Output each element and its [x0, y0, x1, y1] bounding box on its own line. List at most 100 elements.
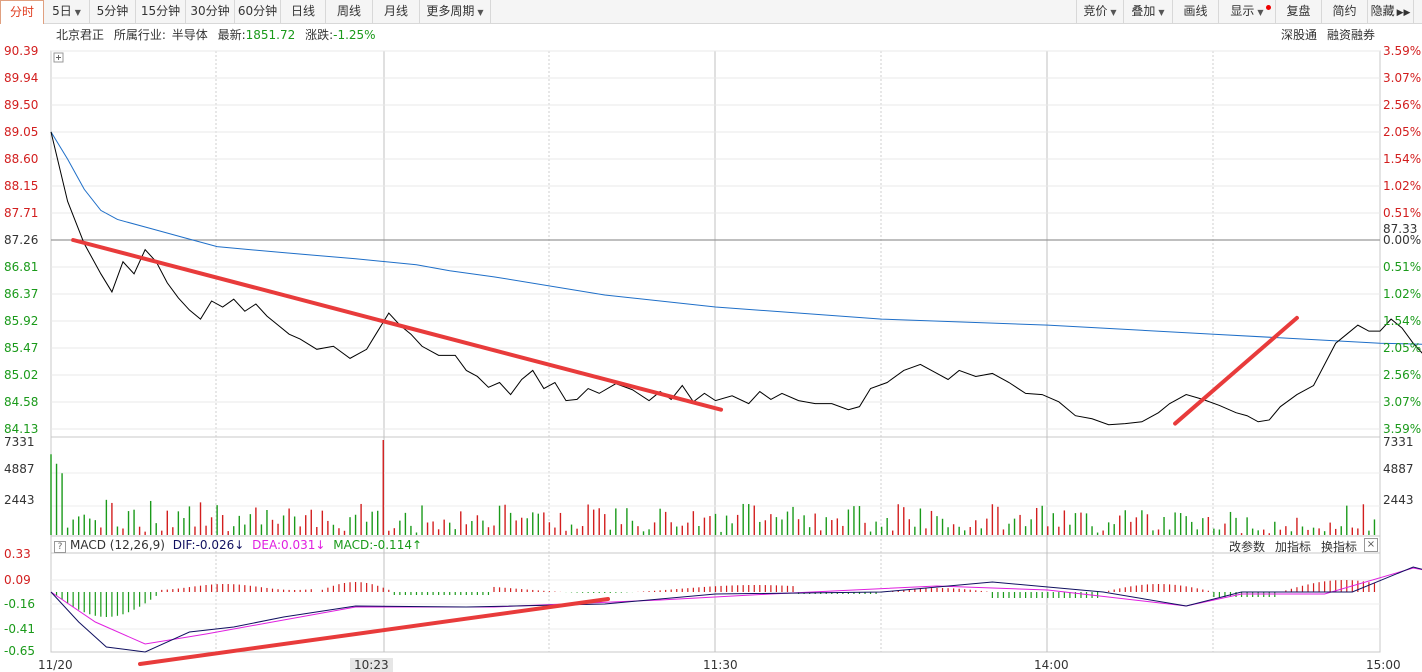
price-label-left: 87.26: [4, 233, 39, 247]
macd-value: MACD:-0.114: [333, 538, 412, 552]
pct-label-right: 1.54%: [1383, 314, 1422, 328]
chevron-down-icon: ▼: [74, 8, 81, 17]
help-icon[interactable]: ?: [54, 541, 66, 553]
simple-button[interactable]: 简约: [1322, 0, 1368, 23]
price-label-left: 89.05: [4, 125, 39, 139]
arrow-up-icon: ↑: [411, 538, 423, 552]
latest-label: 最新:: [217, 28, 246, 42]
tab-monthly[interactable]: 月线: [373, 0, 420, 23]
price-label-left: 85.02: [4, 368, 39, 382]
latest-value: 1851.72: [245, 28, 296, 42]
pct-label-right: 0.00%: [1383, 233, 1422, 247]
time-label-1130: 11:30: [703, 658, 738, 672]
dea-line: [50, 567, 1422, 645]
macd-axis-label: -0.41: [4, 622, 36, 636]
pct-label-right: 1.02%: [1383, 179, 1422, 193]
price-line: [50, 131, 1422, 426]
tab-5day-label: 5日: [52, 4, 72, 18]
toolbar: 分时 5日 ▼ 5分钟 15分钟 30分钟 60分钟 日线 周线 月线 更多周期 ▼…: [0, 0, 1422, 24]
pct-label-right: 1.54%: [1383, 152, 1422, 166]
trend-line: [138, 597, 610, 666]
tab-5min[interactable]: 5分钟: [90, 0, 136, 23]
dif-line: [50, 566, 1422, 653]
double-arrow-right-icon: ▶▶: [1396, 8, 1411, 18]
industry-value: 半导体: [171, 28, 208, 42]
industry-label: 所属行业:: [113, 28, 166, 42]
tab-60min[interactable]: 60分钟: [235, 0, 281, 23]
macd-axis-label: 0.33: [4, 547, 31, 561]
overlay-button[interactable]: 叠加 ▼: [1124, 0, 1173, 23]
close-icon[interactable]: ×: [1364, 538, 1378, 552]
edit-params-link[interactable]: 改参数: [1229, 540, 1266, 554]
chevron-down-icon: ▼: [1257, 8, 1264, 17]
chevron-down-icon: ▼: [1110, 8, 1117, 17]
price-label-left: 86.37: [4, 287, 39, 301]
tab-weekly[interactable]: 周线: [326, 0, 373, 23]
tab-more-periods[interactable]: 更多周期 ▼: [420, 0, 491, 23]
volume-label-left: 4887: [4, 462, 35, 476]
volume-label-left: 2443: [4, 493, 35, 507]
change-label: 涨跌:: [305, 28, 334, 42]
ref-price-label: 87.33: [1383, 222, 1418, 236]
pct-label-right: 3.59%: [1383, 44, 1422, 58]
arrow-down-icon: ↓: [234, 538, 245, 552]
time-label-1400: 14:00: [1034, 658, 1069, 672]
chevron-down-icon: ▼: [477, 8, 484, 17]
pct-label-right: 2.56%: [1383, 368, 1422, 382]
stock-info-bar: 北京君正 所属行业: 半导体 最新:1851.72 涨跌:-1.25%: [56, 26, 382, 43]
pct-label-right: 2.05%: [1383, 125, 1422, 139]
pct-label-right: 1.02%: [1383, 287, 1422, 301]
change-value: -1.25%: [333, 28, 376, 42]
sz-hk-connect-link[interactable]: 深股通: [1281, 28, 1318, 42]
price-label-left: 89.50: [4, 98, 39, 112]
tab-30min[interactable]: 30分钟: [186, 0, 235, 23]
time-label-cursor: 10:23: [350, 658, 393, 672]
volume-label-right: 2443: [1383, 493, 1414, 507]
pct-label-right: 3.59%: [1383, 422, 1422, 436]
macd-axis-label: -0.16: [4, 597, 36, 611]
pct-label-right: 2.56%: [1383, 98, 1422, 112]
time-label-start: 11/20: [38, 658, 73, 672]
trend-line: [71, 238, 724, 412]
notification-dot-icon: [1266, 5, 1271, 10]
tab-5day[interactable]: 5日 ▼: [44, 0, 90, 23]
add-indicator-link[interactable]: 加指标: [1275, 540, 1312, 554]
replay-button[interactable]: 复盘: [1276, 0, 1322, 23]
macd-axis-label: 0.09: [4, 573, 31, 587]
display-button[interactable]: 显示 ▼: [1219, 0, 1276, 23]
switch-indicator-link[interactable]: 换指标: [1321, 540, 1358, 554]
price-label-left: 89.94: [4, 71, 39, 85]
tab-timeshare[interactable]: 分时: [0, 0, 44, 24]
zoom-plus-icon: [56, 55, 61, 60]
price-label-left: 84.58: [4, 395, 39, 409]
macd-label: MACD (12,26,9): [70, 538, 165, 552]
pct-label-right: 3.07%: [1383, 71, 1422, 85]
dif-value: DIF:-0.026: [172, 538, 235, 552]
stock-name: 北京君正: [56, 28, 105, 42]
dea-value: DEA:0.031: [252, 538, 316, 552]
volume-label-left: 7331: [4, 435, 35, 449]
auction-label: 竞价: [1083, 4, 1108, 18]
macd-header: ? MACD (12,26,9) DIF:-0.026↓ DEA:0.031↓ M…: [54, 538, 426, 553]
arrow-down-icon: ↓: [315, 538, 326, 552]
price-label-left: 84.13: [4, 422, 39, 436]
price-label-left: 85.47: [4, 341, 39, 355]
volume-label-right: 4887: [1383, 462, 1414, 476]
time-label-1500: 15:00: [1366, 658, 1401, 672]
auction-button[interactable]: 竞价 ▼: [1076, 0, 1124, 23]
margin-trading-link[interactable]: 融资融券: [1327, 28, 1376, 42]
chevron-down-icon: ▼: [1158, 8, 1165, 17]
price-label-left: 88.15: [4, 179, 39, 193]
hide-button[interactable]: 隐藏 ▶▶: [1368, 0, 1414, 23]
macd-axis-label: -0.65: [4, 644, 36, 658]
draw-line-button[interactable]: 画线: [1173, 0, 1219, 23]
hide-label: 隐藏: [1370, 4, 1395, 18]
tab-daily[interactable]: 日线: [281, 0, 326, 23]
price-label-left: 85.92: [4, 314, 39, 328]
pct-label-right: 2.05%: [1383, 341, 1422, 355]
trend-line: [1173, 315, 1299, 426]
price-label-left: 86.81: [4, 260, 39, 274]
tab-15min[interactable]: 15分钟: [136, 0, 186, 23]
price-label-left: 88.60: [4, 152, 39, 166]
